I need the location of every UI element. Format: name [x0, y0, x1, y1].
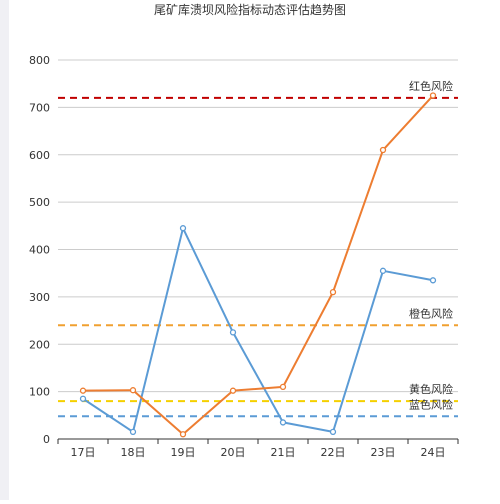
y-tick-label: 0 [43, 433, 50, 446]
data-point [429, 277, 437, 284]
data-point [329, 428, 337, 436]
data-point [79, 387, 87, 394]
page-left-strip [0, 0, 9, 500]
y-tick-label: 200 [29, 338, 50, 351]
series-line [82, 94, 434, 436]
y-tick-label: 600 [29, 149, 50, 162]
x-tick-label: 18日 [121, 446, 146, 459]
x-tick-label: 22日 [321, 446, 346, 459]
data-point [79, 395, 87, 402]
data-point [429, 92, 437, 99]
grid-lines [58, 59, 458, 393]
data-point [229, 387, 237, 394]
data-point [179, 225, 187, 232]
data-point [279, 419, 287, 426]
y-tick-label: 800 [29, 54, 50, 67]
chart-title: 尾矿库溃坝风险指标动态评估趋势图 [154, 2, 346, 17]
data-point [229, 329, 237, 336]
data-point [279, 383, 287, 391]
risk-threshold-label: 黄色风险 [409, 382, 453, 396]
data-point [179, 431, 187, 438]
x-tick-label: 17日 [71, 446, 96, 459]
risk-threshold-label: 红色风险 [409, 79, 453, 93]
axes: 0 100 200 300 400 500 600 700 800 17日 18日 19日 20日 21日… [29, 54, 459, 459]
data-point [129, 387, 137, 394]
data-point [329, 288, 337, 296]
data-point [379, 267, 387, 274]
risk-threshold-label: 蓝色风险 [409, 397, 453, 411]
x-tick-label: 20日 [221, 446, 246, 459]
risk-threshold-label: 橙色风险 [409, 306, 453, 320]
y-tick-label: 700 [29, 101, 50, 114]
data-point [129, 428, 137, 436]
y-tick-label: 300 [29, 291, 50, 304]
y-tick-label: 500 [29, 196, 50, 209]
x-tick-label: 21日 [271, 446, 296, 459]
x-tick-label: 23日 [371, 446, 396, 459]
data-series [79, 92, 437, 438]
x-tick-label: 19日 [171, 446, 196, 459]
x-tick-label: 24日 [421, 446, 446, 459]
y-tick-label: 100 [29, 386, 50, 399]
data-point [379, 146, 387, 154]
y-tick-label: 400 [29, 244, 50, 257]
